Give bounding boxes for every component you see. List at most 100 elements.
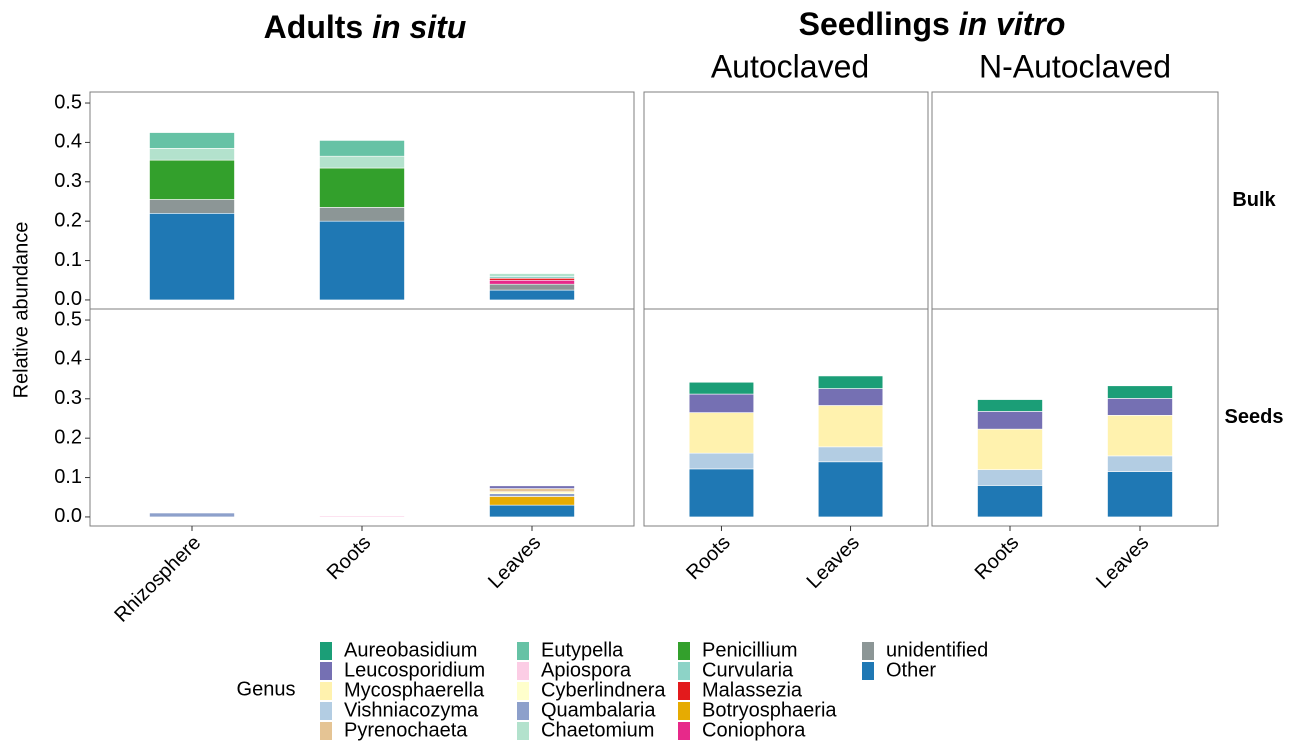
legend-key: [678, 682, 690, 700]
legend-label: Leucosporidium: [344, 659, 485, 681]
bar-segment: [1107, 471, 1173, 518]
bar-segment: [817, 388, 884, 406]
bar-segment: [817, 405, 884, 448]
legend-key: [517, 642, 529, 660]
panel: [643, 308, 929, 527]
legend-label: Curvularia: [702, 659, 794, 681]
bar-segment: [688, 412, 755, 454]
bar-segment: [1107, 455, 1173, 472]
bar-segment: [688, 452, 755, 470]
row-label: Bulk: [1232, 189, 1276, 211]
column-title: N-Autoclaved: [979, 48, 1171, 84]
legend-label: Vishniacozyma: [344, 699, 479, 721]
group-title-name: Seedlings: [799, 6, 950, 42]
y-tick-label: 0.2: [54, 426, 82, 448]
bar-segment: [688, 393, 755, 413]
legend-label: Chaetomium: [541, 719, 654, 741]
y-tick-label: 0.4: [54, 131, 82, 153]
bar-segment: [319, 140, 405, 157]
panel: [931, 91, 1219, 310]
legend-key: [320, 642, 332, 660]
y-tick-label: 0.5: [54, 308, 82, 330]
x-tick-label: Roots: [971, 532, 1024, 585]
bar-segment: [489, 283, 575, 291]
row-label: Seeds: [1225, 406, 1284, 428]
legend-label: Penicillium: [702, 639, 798, 661]
x-tick-label: Roots: [682, 532, 735, 585]
bar-segment: [1107, 415, 1173, 457]
group-title-qualifier: in vitro: [959, 6, 1066, 42]
group-title: Seedlings in vitro: [799, 6, 1066, 42]
bar-segment: [489, 504, 575, 518]
legend-key: [517, 682, 529, 700]
bar-segment: [319, 167, 405, 208]
legend-label: Mycosphaerella: [344, 679, 485, 701]
bar-segment: [489, 485, 575, 489]
bar-segment: [149, 132, 235, 149]
legend-key: [517, 662, 529, 680]
bar-segment: [489, 488, 575, 493]
bar-segment: [319, 155, 405, 169]
x-tick-label: Rhizosphere: [110, 532, 205, 627]
bar-segment: [149, 148, 235, 161]
bar-segment: [977, 485, 1043, 518]
bar-segment: [1107, 385, 1173, 399]
x-tick-label: Leaves: [803, 532, 864, 593]
y-tick-label: 0.4: [54, 348, 82, 370]
legend-key: [862, 642, 874, 660]
legend-label: Quambalaria: [541, 699, 656, 721]
y-tick-label: 0.3: [54, 387, 82, 409]
bar-segment: [489, 496, 575, 506]
bar-segment: [149, 159, 235, 200]
bar-segment: [489, 289, 575, 301]
group-title-qualifier: in situ: [372, 9, 466, 45]
x-tick-label: Roots: [323, 532, 376, 585]
bar-segment: [688, 468, 755, 518]
bar-segment: [319, 207, 405, 222]
y-tick-label: 0.1: [54, 249, 82, 271]
bar-segment: [817, 461, 884, 518]
bar-segment: [977, 411, 1043, 430]
bar-segment: [817, 446, 884, 463]
bar-segment: [149, 212, 235, 301]
bar-segment: [319, 220, 405, 301]
bar-segment: [1107, 398, 1173, 416]
legend-label: Botryosphaeria: [702, 699, 837, 721]
panel: [643, 91, 929, 310]
y-tick-label: 0.5: [54, 91, 82, 113]
legend-key: [517, 702, 529, 720]
bar-segment: [489, 493, 575, 497]
bar-segment: [977, 399, 1043, 412]
bar-segment: [817, 375, 884, 389]
bar-segment: [688, 381, 755, 395]
group-title-name: Adults: [264, 9, 364, 45]
legend-key: [320, 662, 332, 680]
y-tick-label: 0.1: [54, 466, 82, 488]
y-tick-label: 0.0: [54, 288, 82, 310]
bar-segment: [489, 279, 575, 285]
legend-label: Other: [886, 659, 936, 681]
bar-segment: [489, 273, 575, 277]
legend-label: Apiospora: [541, 659, 632, 681]
legend-key: [862, 662, 874, 680]
bar-segment: [149, 199, 235, 214]
legend-label: unidentified: [886, 639, 988, 661]
legend-title: Genus: [237, 678, 296, 700]
legend-key: [320, 702, 332, 720]
bar-segment: [977, 469, 1043, 486]
bar-segment: [319, 515, 405, 518]
x-tick-label: Leaves: [1092, 532, 1153, 593]
legend-label: Eutypella: [541, 639, 624, 661]
legend-label: Aureobasidium: [344, 639, 477, 661]
bar-segment: [977, 428, 1043, 470]
legend-label: Malassezia: [702, 679, 803, 701]
legend-label: Coniophora: [702, 719, 806, 741]
legend-key: [517, 722, 529, 740]
y-tick-label: 0.0: [54, 505, 82, 527]
column-title: Autoclaved: [711, 48, 869, 84]
x-tick-label: Leaves: [484, 532, 545, 593]
group-title: Adults in situ: [264, 9, 467, 45]
legend-key: [320, 682, 332, 700]
legend-key: [678, 642, 690, 660]
